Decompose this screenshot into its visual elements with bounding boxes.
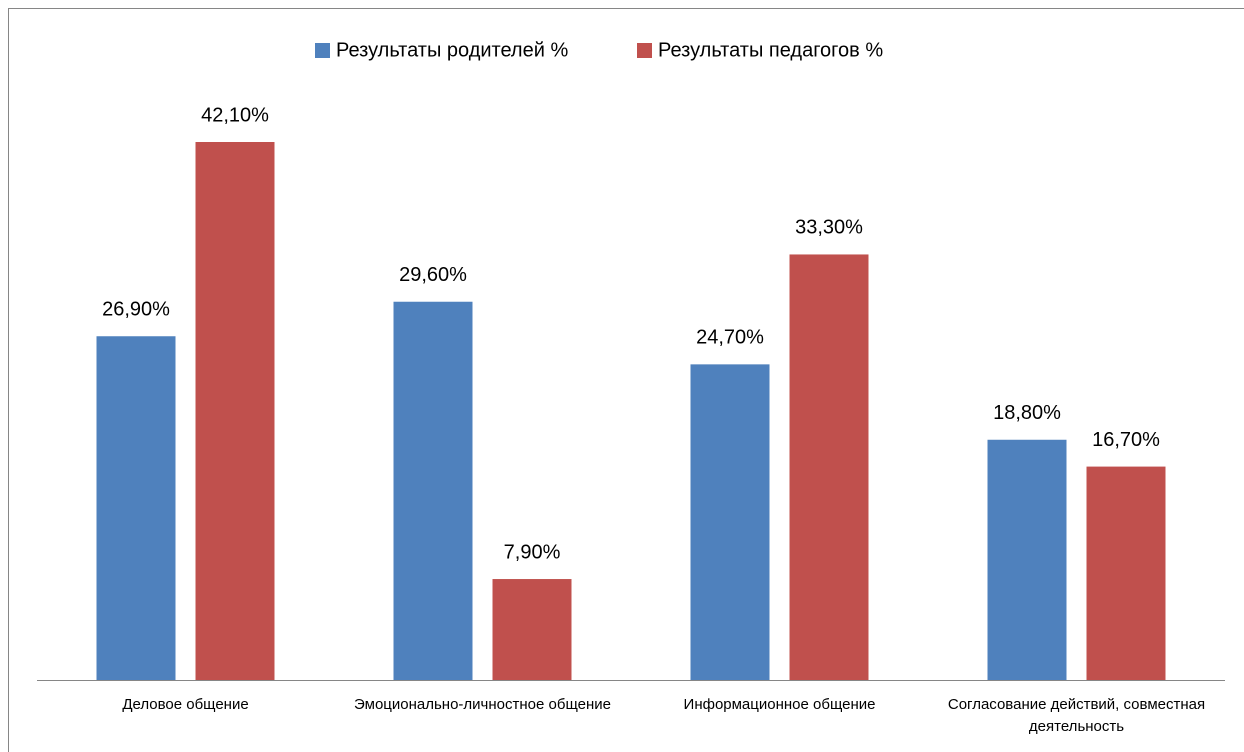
legend-swatch bbox=[637, 43, 652, 58]
x-tick-label: Деловое общение bbox=[122, 696, 249, 713]
value-label: 18,80% bbox=[993, 402, 1061, 424]
value-label: 42,10% bbox=[201, 104, 269, 126]
bar bbox=[690, 364, 770, 680]
bar bbox=[195, 142, 275, 680]
bar bbox=[492, 579, 572, 680]
value-label: 33,30% bbox=[795, 217, 863, 239]
bar bbox=[789, 254, 869, 680]
bar bbox=[1086, 466, 1166, 680]
value-label: 7,90% bbox=[504, 541, 561, 563]
legend-swatch bbox=[315, 43, 330, 58]
value-label: 16,70% bbox=[1092, 429, 1160, 451]
x-tick-label: Информационное общение bbox=[683, 696, 876, 713]
bar bbox=[393, 301, 473, 680]
value-label: 29,60% bbox=[399, 264, 467, 286]
legend-label: Результаты педагогов % bbox=[658, 39, 883, 61]
value-label: 26,90% bbox=[102, 299, 170, 321]
value-label: 24,70% bbox=[696, 327, 764, 349]
bar bbox=[987, 439, 1067, 680]
chart-frame bbox=[8, 8, 1244, 752]
x-tick-label: Эмоционально-личностное общение bbox=[354, 696, 611, 713]
x-tick-label: Согласование действий, совместная деятел… bbox=[947, 696, 1206, 735]
bar bbox=[96, 336, 176, 680]
legend-label: Результаты родителей % bbox=[336, 39, 568, 61]
